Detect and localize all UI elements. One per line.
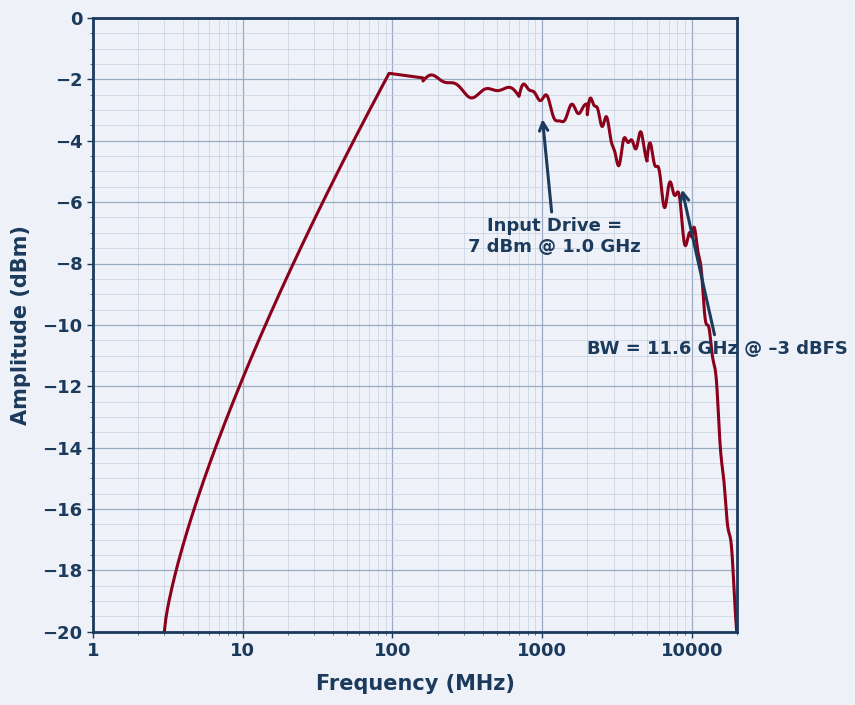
X-axis label: Frequency (MHz): Frequency (MHz) <box>315 674 515 694</box>
Text: BW = 11.6 GHz @ –3 dBFS: BW = 11.6 GHz @ –3 dBFS <box>587 193 848 358</box>
Y-axis label: Amplitude (dBm): Amplitude (dBm) <box>11 225 31 425</box>
Text: Input Drive =
7 dBm @ 1.0 GHz: Input Drive = 7 dBm @ 1.0 GHz <box>468 123 640 257</box>
